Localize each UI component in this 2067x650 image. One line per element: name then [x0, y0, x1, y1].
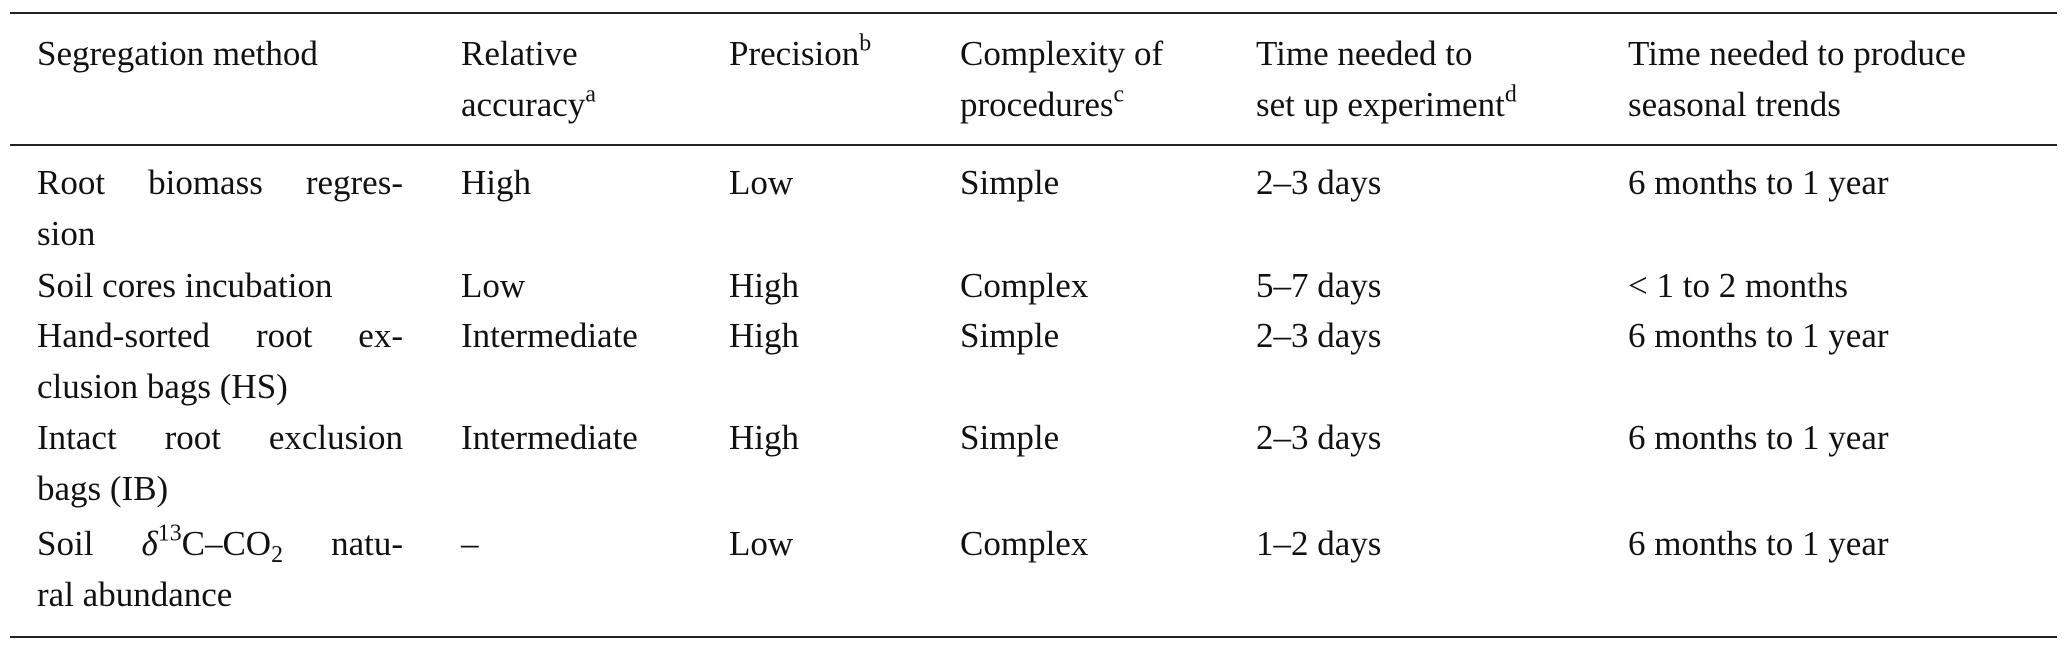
- table-cell: High: [729, 316, 799, 355]
- text-run: C–CO: [181, 524, 272, 563]
- table-cell: Segregation method: [37, 34, 318, 73]
- table-cell: Simple: [960, 316, 1060, 355]
- cell-line: sion: [37, 214, 96, 253]
- table-cell: Intermediate: [461, 418, 638, 457]
- cell-line: Relative: [461, 34, 578, 73]
- table-cell: Relative accuracya: [461, 28, 711, 130]
- table-cell: Precisionb: [729, 28, 939, 79]
- cell-line: accuracya: [461, 79, 711, 130]
- table-cell: 2–3 days: [1256, 316, 1382, 355]
- table-cell: Soil δ13C–CO2 natu-ral abundance: [37, 518, 403, 620]
- text-run: accuracy: [461, 85, 586, 124]
- text-run: b: [859, 30, 872, 57]
- table-cell: Complex: [960, 524, 1089, 563]
- table-cell: –: [461, 524, 479, 563]
- table-cell: 2–3 days: [1256, 163, 1382, 202]
- cell-line: set up experimentd: [1256, 79, 1606, 130]
- table-cell: 1–2 days: [1256, 524, 1382, 563]
- bottom-rule: [10, 636, 2057, 638]
- table-cell: High: [461, 163, 531, 202]
- text-run: natu-: [282, 524, 403, 563]
- table-cell: Low: [461, 266, 526, 305]
- cell-line: Complexity of: [960, 34, 1164, 73]
- table-cell: Intermediate: [461, 316, 638, 355]
- table-cell: Hand-sorted root ex-clusion bags (HS): [37, 310, 403, 412]
- text-run: a: [585, 81, 596, 108]
- text-run: Precision: [729, 34, 860, 73]
- table-cell: Simple: [960, 163, 1060, 202]
- text-run: 13: [157, 520, 182, 547]
- table-cell: Time needed to produce seasonal trends: [1628, 28, 2048, 130]
- top-rule: [10, 12, 2057, 14]
- cell-line: Time needed to: [1256, 34, 1473, 73]
- table-cell: 5–7 days: [1256, 266, 1382, 305]
- table-cell: Complex: [960, 266, 1089, 305]
- table-cell: Intact root exclusion bags (IB): [37, 412, 403, 514]
- table-cell: Root biomass regres-sion: [37, 157, 403, 259]
- cell-line: Precisionb: [729, 28, 939, 79]
- text-run: Soil: [37, 524, 142, 563]
- table-cell: High: [729, 266, 799, 305]
- table-cell: Low: [729, 524, 794, 563]
- table-cell: Complexity of proceduresc: [960, 28, 1240, 130]
- table-cell: Simple: [960, 418, 1060, 457]
- cell-line: clusion bags (HS): [37, 367, 288, 406]
- cell-line: Soil δ13C–CO2 natu-: [37, 518, 403, 569]
- table-cell: Soil cores incubation: [37, 266, 333, 305]
- table-cell: 2–3 days: [1256, 418, 1382, 457]
- header-rule: [10, 144, 2057, 146]
- text-run: 2: [271, 542, 283, 569]
- table-cell: 6 months to 1 year: [1628, 163, 1889, 202]
- table-cell: 6 months to 1 year: [1628, 524, 1889, 563]
- table-cell: 6 months to 1 year: [1628, 418, 1889, 457]
- table-cell: Time needed to set up experimentd: [1256, 28, 1606, 130]
- cell-line: bags (IB): [37, 469, 169, 508]
- table-cell: < 1 to 2 months: [1628, 266, 1849, 305]
- cell-line: seasonal trends: [1628, 85, 1841, 124]
- text-run: δ: [141, 524, 158, 563]
- cell-line: ral abundance: [37, 575, 233, 614]
- table-cell: 6 months to 1 year: [1628, 316, 1889, 355]
- text-run: set up experiment: [1256, 85, 1505, 124]
- cell-line: proceduresc: [960, 79, 1240, 130]
- table-cell: Low: [729, 163, 794, 202]
- text-run: procedures: [960, 85, 1114, 124]
- cell-line: Intact root exclusion: [37, 418, 403, 457]
- text-run: c: [1113, 81, 1125, 108]
- table-cell: High: [729, 418, 799, 457]
- text-run: d: [1504, 81, 1517, 108]
- cell-line: Hand-sorted root ex-: [37, 316, 403, 355]
- cell-line: Root biomass regres-: [37, 163, 403, 202]
- cell-line: Time needed to produce: [1628, 34, 1966, 73]
